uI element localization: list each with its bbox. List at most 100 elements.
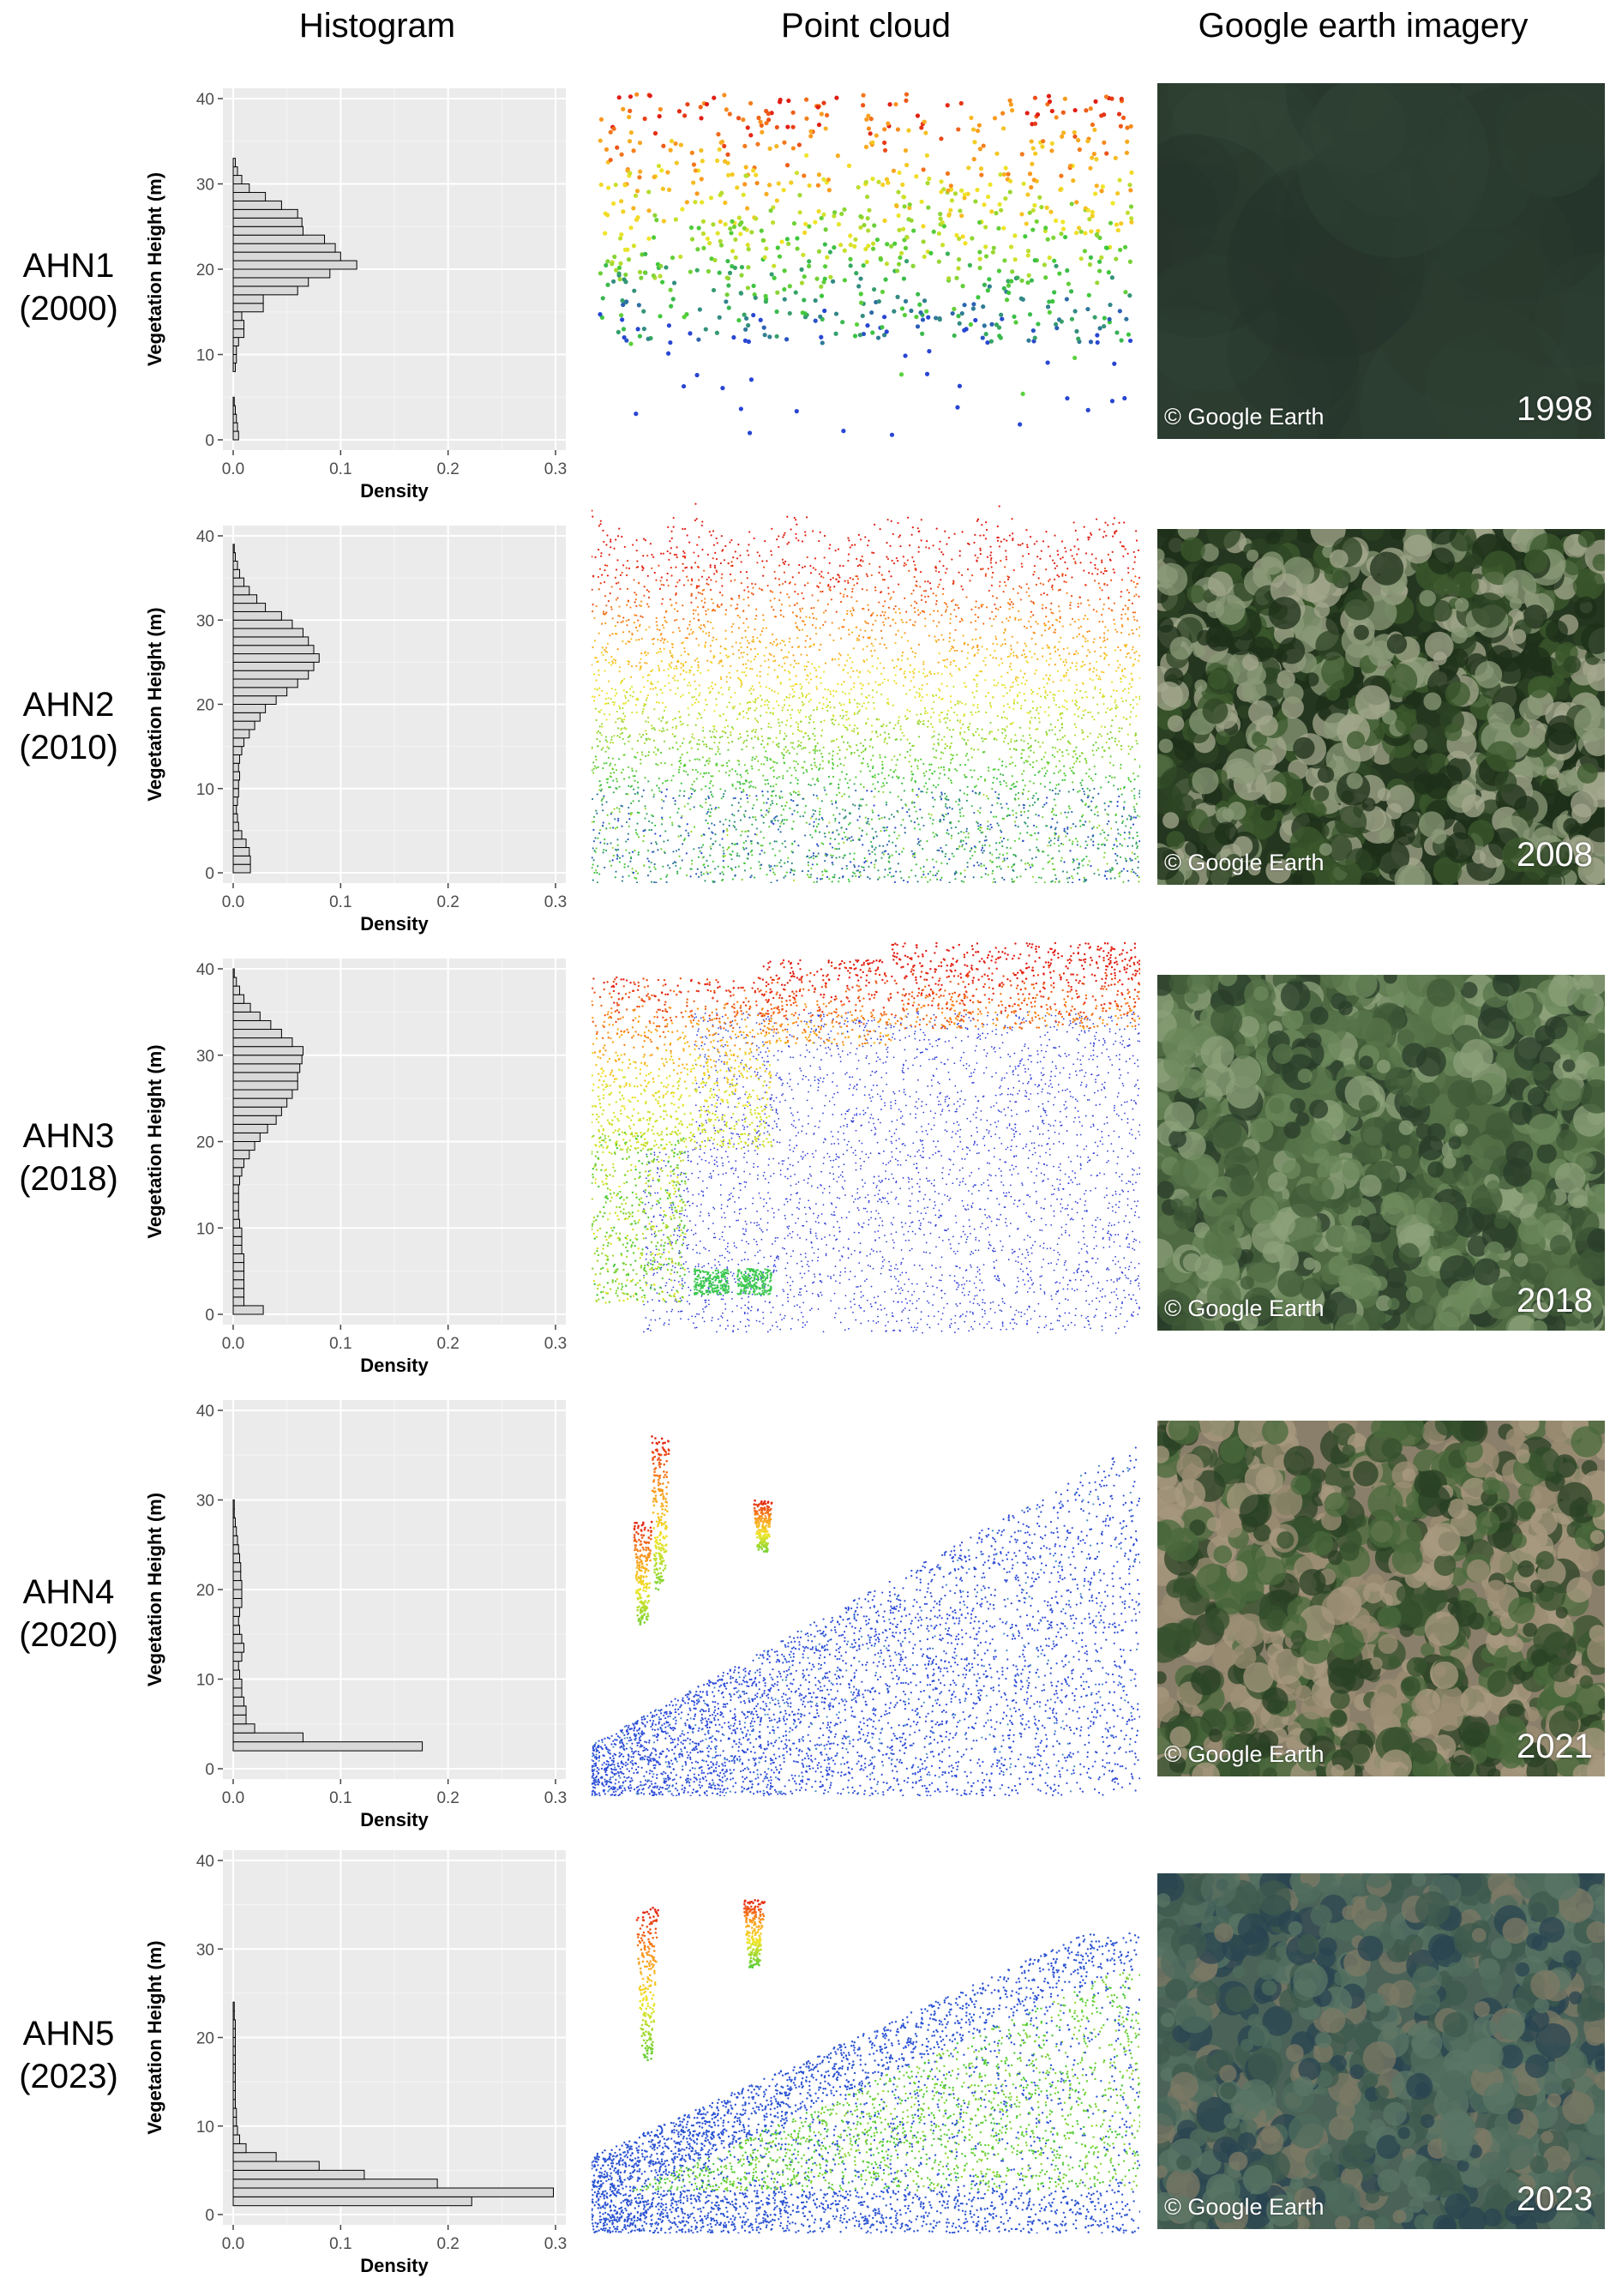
lidar-point: [642, 270, 648, 275]
lidar-point: [1074, 561, 1077, 563]
lidar-point: [816, 122, 822, 128]
lidar-point: [1102, 112, 1107, 117]
lidar-point: [882, 667, 885, 670]
lidar-point: [1084, 802, 1087, 805]
lidar-point: [770, 653, 772, 657]
lidar-point: [958, 607, 960, 610]
histogram-bar: [232, 628, 303, 638]
lidar-point: [694, 609, 697, 612]
lidar-point: [640, 565, 644, 568]
histogram-bar: [232, 2099, 237, 2109]
lidar-point: [1047, 844, 1049, 847]
histogram-bar: [232, 1508, 235, 1518]
lidar-point: [901, 731, 904, 734]
lidar-point: [679, 756, 682, 759]
lidar-point: [869, 650, 873, 652]
lidar-point: [649, 688, 652, 690]
lidar-point: [606, 651, 609, 653]
lidar-point: [982, 534, 985, 537]
lidar-point: [736, 614, 739, 617]
lidar-point: [944, 610, 947, 613]
lidar-point: [1114, 222, 1120, 227]
lidar-point: [743, 589, 746, 592]
lidar-point: [983, 778, 987, 781]
lidar-point: [977, 256, 982, 261]
lidar-point: [886, 782, 888, 784]
lidar-point: [1138, 676, 1141, 680]
lidar-point: [853, 783, 856, 785]
lidar-point: [849, 577, 851, 580]
histogram-bar: [232, 594, 258, 604]
lidar-point: [862, 844, 864, 846]
lidar-point: [668, 287, 673, 292]
lidar-point: [658, 787, 660, 790]
lidar-point: [948, 881, 951, 884]
lidar-point: [895, 294, 900, 299]
lidar-point: [1018, 296, 1024, 301]
lidar-point: [707, 583, 710, 586]
lidar-point: [1132, 706, 1134, 709]
lidar-point: [808, 716, 810, 718]
histogram-bar: [232, 1089, 293, 1099]
lidar-point: [760, 714, 762, 717]
lidar-point: [638, 625, 641, 628]
lidar-point: [1036, 846, 1038, 849]
lidar-point: [781, 665, 784, 668]
lidar-point: [631, 767, 634, 770]
lidar-point: [759, 123, 764, 128]
lidar-point: [682, 770, 685, 772]
lidar-point: [778, 742, 780, 745]
histogram-bar: [232, 729, 250, 739]
lidar-point: [627, 139, 633, 144]
y-axis-label: Vegetation Height (m): [144, 1940, 165, 2134]
lidar-point: [811, 836, 814, 838]
lidar-point: [937, 766, 940, 769]
lidar-point: [765, 750, 767, 753]
lidar-point: [825, 255, 830, 260]
lidar-point: [1054, 733, 1057, 736]
lidar-point: [791, 576, 794, 579]
lidar-point: [1093, 580, 1096, 582]
lidar-point: [606, 781, 609, 784]
lidar-point: [782, 657, 785, 659]
histogram-bar: [232, 830, 243, 840]
lidar-point: [635, 215, 640, 220]
lidar-point: [598, 632, 600, 634]
lidar-point: [928, 778, 931, 780]
lidar-point: [735, 828, 737, 831]
lidar-point: [951, 646, 953, 648]
histogram-bar: [232, 158, 237, 168]
lidar-point: [692, 788, 694, 790]
histogram-bar: [232, 1244, 243, 1254]
lidar-point: [865, 216, 870, 221]
lidar-point: [635, 770, 638, 772]
lidar-point: [924, 580, 927, 583]
lidar-point: [758, 119, 763, 124]
lidar-point: [847, 581, 850, 585]
lidar-point: [631, 148, 636, 153]
lidar-point: [748, 689, 751, 692]
lidar-point: [860, 783, 862, 785]
lidar-point: [904, 92, 910, 97]
lidar-point: [795, 675, 797, 677]
lidar-point: [819, 215, 824, 221]
lidar-point: [1092, 696, 1095, 699]
histogram-bar: [232, 2019, 237, 2029]
lidar-point: [948, 821, 952, 824]
lidar-point: [1126, 608, 1129, 610]
lidar-point: [979, 549, 982, 551]
lidar-point: [606, 564, 609, 567]
lidar-point: [1103, 567, 1107, 570]
lidar-point: [622, 855, 624, 857]
lidar-point: [718, 591, 722, 594]
lidar-point: [621, 679, 623, 682]
lidar-point: [1078, 706, 1081, 708]
lidar-point: [711, 748, 713, 750]
lidar-point: [1003, 684, 1006, 687]
lidar-point: [1059, 769, 1062, 772]
lidar-point: [803, 732, 806, 735]
lidar-point: [1019, 618, 1022, 621]
lidar-point: [1086, 292, 1091, 298]
lidar-point: [760, 727, 763, 730]
lidar-point: [1031, 690, 1035, 694]
